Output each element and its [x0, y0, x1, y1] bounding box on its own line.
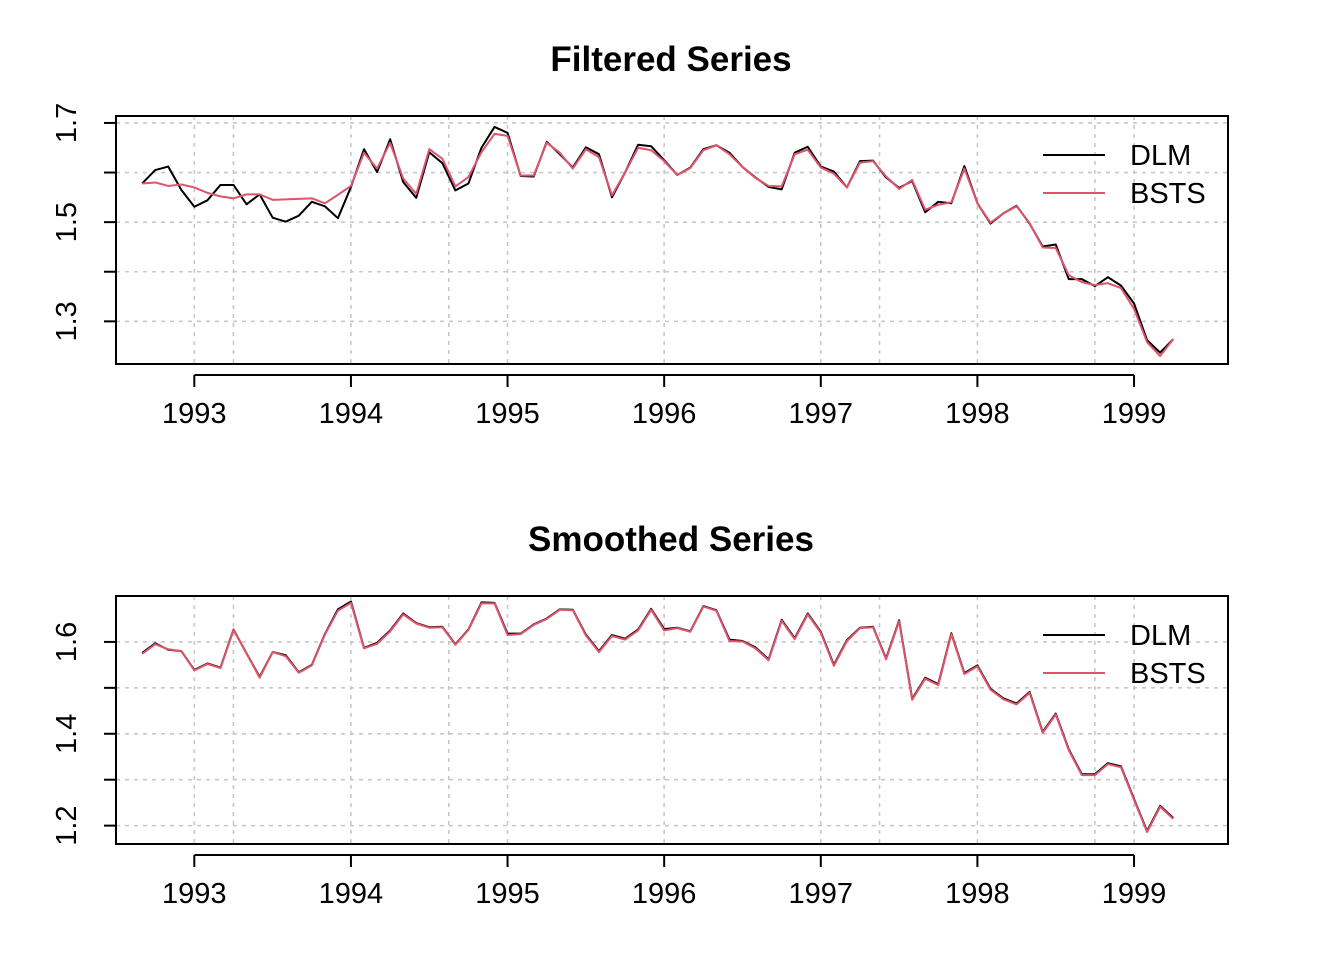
- plot-frame-filtered: [115, 115, 1229, 365]
- x-tick-label: 1999: [1102, 398, 1167, 430]
- x-tick-label: 1996: [632, 398, 697, 430]
- series-smoothed: [141, 600, 1174, 834]
- axes-filtered: 1993 1994 1995 1996 1997 1998 1999 1.3 1.5 1.7: [51, 103, 1166, 430]
- y-tick-label: 1.4: [51, 714, 83, 754]
- chart-title-smoothed: Smoothed Series: [528, 520, 814, 559]
- chart-title-filtered: Filtered Series: [550, 40, 791, 79]
- grid-filtered: [116, 116, 1228, 364]
- filtered-series-panel: Filtered Series 1993 1994 1995 1996 1997 1998…: [51, 40, 1229, 430]
- x-tick-label: 1999: [1102, 878, 1167, 910]
- legend-label-bsts: BSTS: [1130, 178, 1206, 210]
- grid-smoothed: [116, 596, 1228, 844]
- plot-frame-smoothed: [115, 595, 1229, 845]
- y-tick-label: 1.2: [51, 805, 83, 845]
- x-tick-label: 1997: [789, 398, 854, 430]
- series-line-dlm: [141, 125, 1174, 354]
- series-line-bsts: [142, 132, 1174, 358]
- x-tick-label: 1995: [475, 398, 540, 430]
- series-line-bsts: [141, 601, 1174, 834]
- x-tick-label: 1998: [945, 398, 1010, 430]
- x-tick-label: 1993: [162, 878, 227, 910]
- legend-filtered: DLM BSTS: [1043, 140, 1206, 210]
- legend-label-dlm: DLM: [1130, 140, 1191, 172]
- legend-label-dlm: DLM: [1130, 620, 1191, 652]
- y-tick-label: 1.5: [51, 202, 83, 242]
- series-filtered: [141, 125, 1174, 358]
- legend-label-bsts: BSTS: [1130, 658, 1206, 690]
- x-tick-label: 1997: [789, 878, 854, 910]
- x-tick-label: 1996: [632, 878, 697, 910]
- x-tick-label: 1998: [945, 878, 1010, 910]
- x-tick-label: 1994: [319, 878, 384, 910]
- y-tick-label: 1.7: [51, 103, 83, 143]
- x-tick-label: 1993: [162, 398, 227, 430]
- smoothed-series-panel: Smoothed Series 1993 1994 1995 1996 1997 1998…: [51, 520, 1229, 910]
- series-line-dlm: [141, 600, 1174, 833]
- y-tick-label: 1.6: [51, 622, 83, 662]
- axes-smoothed: 1993 1994 1995 1996 1997 1998 1999 1.2 1.4 1.6: [51, 622, 1166, 910]
- legend-smoothed: DLM BSTS: [1043, 620, 1206, 690]
- x-tick-label: 1994: [319, 398, 384, 430]
- y-tick-label: 1.3: [51, 301, 83, 341]
- x-tick-label: 1995: [475, 878, 540, 910]
